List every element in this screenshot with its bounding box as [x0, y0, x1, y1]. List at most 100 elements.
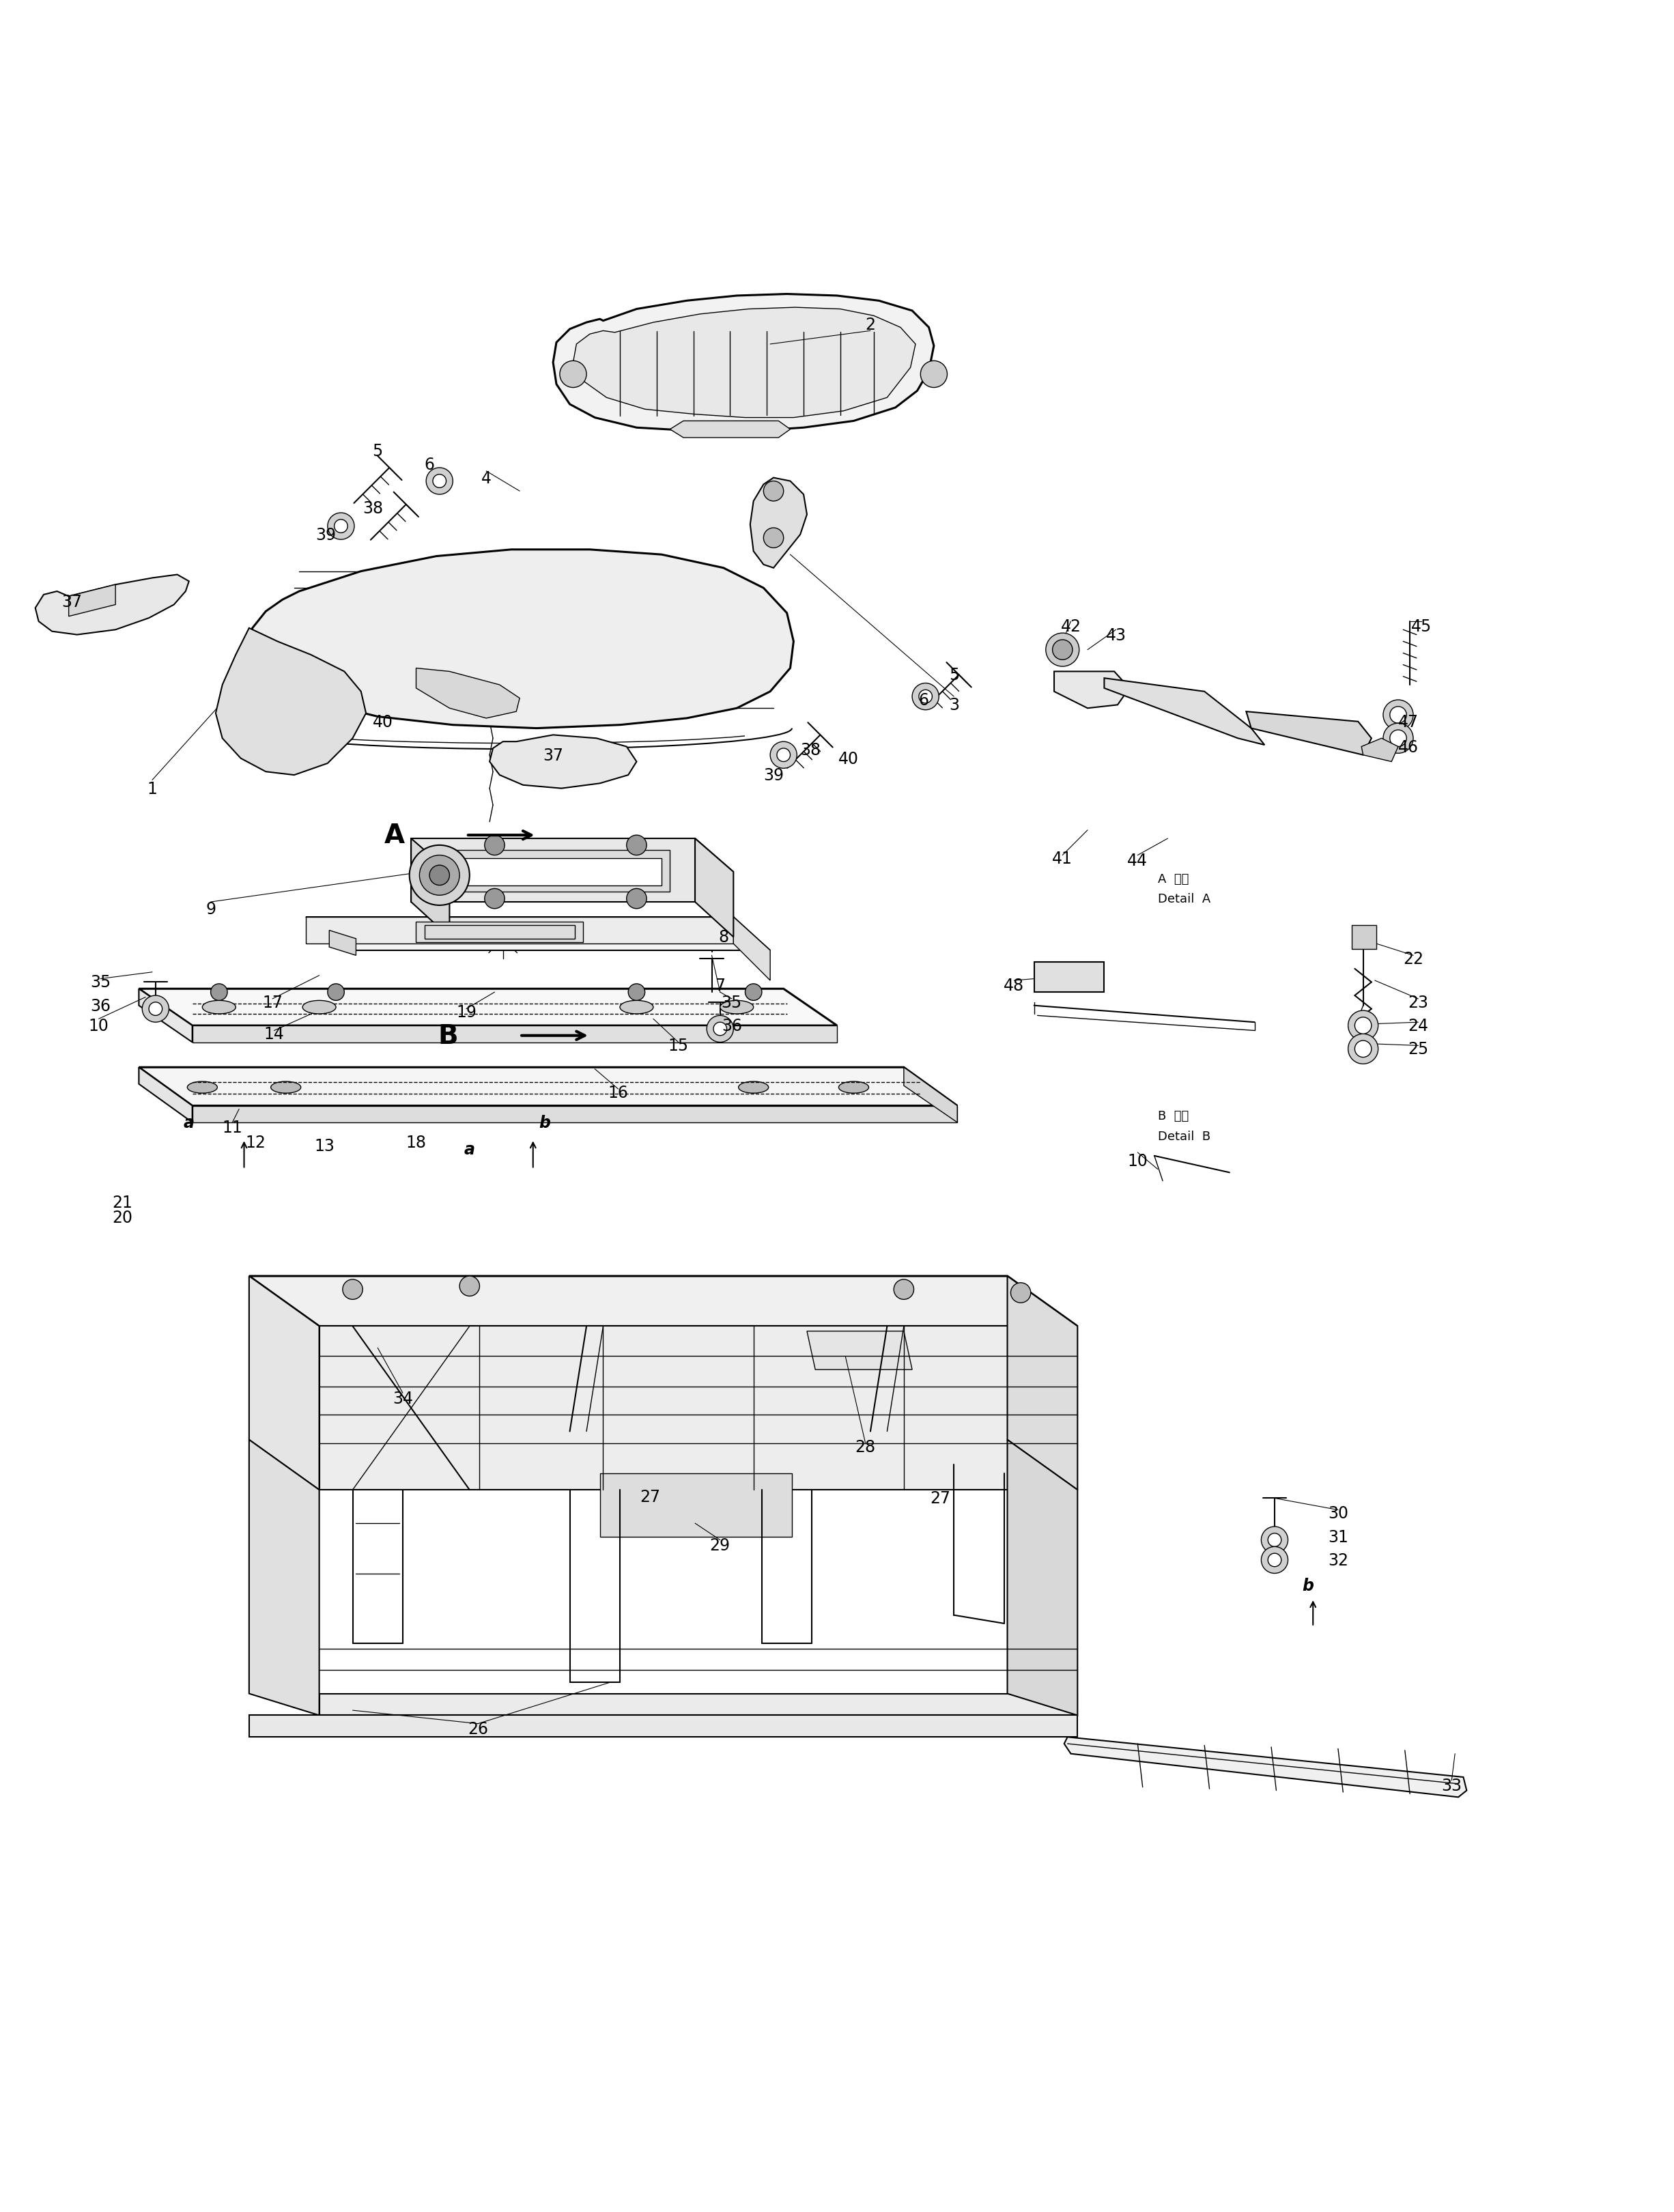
Polygon shape — [193, 1106, 958, 1124]
Polygon shape — [733, 918, 770, 980]
Text: 20: 20 — [112, 1210, 132, 1225]
Ellipse shape — [187, 1082, 218, 1093]
Polygon shape — [139, 1068, 193, 1124]
Text: 7: 7 — [715, 978, 725, 993]
Circle shape — [434, 476, 447, 489]
Circle shape — [430, 865, 450, 885]
Text: 31: 31 — [1327, 1528, 1348, 1544]
Polygon shape — [1105, 679, 1264, 745]
Circle shape — [894, 1281, 914, 1301]
Polygon shape — [807, 1332, 912, 1369]
Circle shape — [1267, 1553, 1281, 1566]
Text: 3: 3 — [949, 697, 959, 714]
Text: 17: 17 — [263, 993, 283, 1011]
Circle shape — [745, 984, 762, 1000]
Circle shape — [706, 1015, 733, 1042]
Circle shape — [484, 836, 504, 856]
Text: 41: 41 — [1053, 852, 1073, 867]
Polygon shape — [320, 1694, 1078, 1717]
Circle shape — [921, 361, 947, 387]
Text: 14: 14 — [264, 1026, 285, 1042]
Text: 40: 40 — [372, 714, 393, 730]
Text: 47: 47 — [1398, 714, 1418, 730]
Polygon shape — [412, 838, 733, 872]
Text: a: a — [184, 1115, 194, 1130]
Polygon shape — [330, 931, 357, 956]
Text: Detail  B: Detail B — [1158, 1130, 1210, 1141]
FancyBboxPatch shape — [417, 922, 583, 942]
Text: a: a — [464, 1141, 475, 1157]
Circle shape — [626, 836, 646, 856]
Text: 44: 44 — [1127, 852, 1148, 869]
Circle shape — [770, 741, 797, 770]
Circle shape — [763, 482, 783, 502]
Text: B: B — [437, 1022, 459, 1048]
Polygon shape — [552, 294, 934, 431]
Text: 2: 2 — [865, 316, 876, 332]
Circle shape — [1383, 723, 1413, 754]
Circle shape — [1389, 730, 1406, 748]
Polygon shape — [670, 422, 790, 438]
Polygon shape — [306, 918, 733, 945]
Polygon shape — [417, 668, 519, 719]
Text: 33: 33 — [1441, 1778, 1461, 1794]
Text: 29: 29 — [710, 1537, 730, 1553]
Ellipse shape — [303, 1000, 336, 1013]
Circle shape — [427, 469, 454, 495]
Text: 27: 27 — [639, 1489, 660, 1504]
Circle shape — [1348, 1035, 1378, 1064]
Circle shape — [343, 1281, 363, 1301]
Text: 24: 24 — [1408, 1018, 1428, 1033]
Polygon shape — [249, 1276, 1078, 1327]
Text: 35: 35 — [90, 973, 110, 991]
Polygon shape — [904, 1068, 958, 1124]
Circle shape — [460, 1276, 479, 1296]
Polygon shape — [1008, 1440, 1078, 1717]
Ellipse shape — [203, 1000, 236, 1013]
Circle shape — [1348, 1011, 1378, 1042]
Text: 4: 4 — [480, 469, 492, 487]
Text: 38: 38 — [362, 500, 383, 515]
Ellipse shape — [271, 1082, 301, 1093]
Text: 26: 26 — [467, 1721, 489, 1736]
Polygon shape — [306, 918, 770, 951]
Text: 10: 10 — [89, 1018, 109, 1033]
FancyBboxPatch shape — [425, 925, 574, 940]
Ellipse shape — [738, 1082, 768, 1093]
Text: 16: 16 — [608, 1084, 628, 1102]
Polygon shape — [695, 838, 733, 938]
Circle shape — [211, 984, 228, 1000]
Ellipse shape — [619, 1000, 653, 1013]
Circle shape — [1389, 708, 1406, 723]
Circle shape — [1354, 1018, 1371, 1035]
Text: 13: 13 — [315, 1137, 335, 1155]
Circle shape — [484, 889, 504, 909]
Text: 42: 42 — [1061, 619, 1081, 635]
Text: 22: 22 — [1403, 951, 1423, 967]
Polygon shape — [489, 734, 636, 790]
Circle shape — [1261, 1546, 1287, 1573]
Text: 39: 39 — [316, 526, 336, 544]
Text: 43: 43 — [1107, 626, 1127, 644]
Polygon shape — [139, 989, 193, 1042]
Text: Detail  A: Detail A — [1158, 894, 1210, 905]
Text: 9: 9 — [206, 900, 216, 918]
Text: 32: 32 — [1327, 1553, 1348, 1568]
Text: 23: 23 — [1408, 993, 1428, 1011]
Text: 36: 36 — [90, 998, 110, 1013]
Circle shape — [335, 520, 348, 533]
Text: 1: 1 — [147, 781, 157, 796]
Text: 6: 6 — [424, 456, 435, 473]
Text: 8: 8 — [718, 929, 728, 945]
FancyBboxPatch shape — [1035, 962, 1105, 993]
Polygon shape — [249, 1717, 1078, 1736]
Polygon shape — [412, 838, 695, 902]
Text: 30: 30 — [1327, 1504, 1348, 1522]
FancyBboxPatch shape — [437, 852, 670, 891]
Polygon shape — [69, 584, 116, 617]
Text: 10: 10 — [1128, 1152, 1148, 1170]
Text: 36: 36 — [721, 1018, 742, 1033]
Text: A: A — [383, 823, 405, 849]
Polygon shape — [1245, 712, 1371, 754]
Polygon shape — [249, 1276, 320, 1491]
